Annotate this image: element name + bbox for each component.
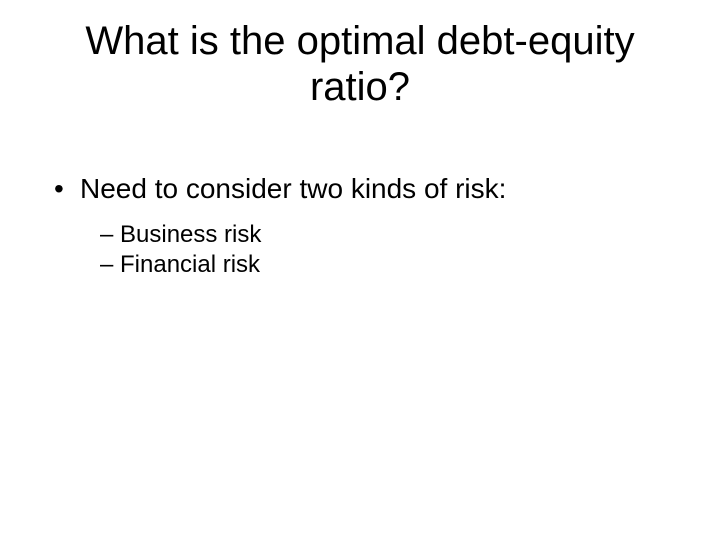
dash-icon: – (100, 250, 120, 280)
slide-body: •Need to consider two kinds of risk: –Bu… (0, 110, 720, 280)
title-line-2: ratio? (310, 65, 410, 109)
slide-title: What is the optimal debt-equity ratio? (0, 0, 720, 110)
bullet-level-1: •Need to consider two kinds of risk: (54, 172, 720, 206)
title-line-1: What is the optimal debt-equity (85, 19, 634, 63)
slide: What is the optimal debt-equity ratio? •… (0, 0, 720, 540)
bullet-level-2: –Financial risk (54, 250, 720, 280)
sub-1-text: Business risk (120, 221, 261, 248)
bullet-1-text: Need to consider two kinds of risk: (80, 173, 506, 204)
dash-icon: – (100, 220, 120, 250)
sub-2-text: Financial risk (120, 251, 260, 278)
bullet-dot-icon: • (54, 172, 80, 206)
bullet-level-2: –Business risk (54, 220, 720, 250)
